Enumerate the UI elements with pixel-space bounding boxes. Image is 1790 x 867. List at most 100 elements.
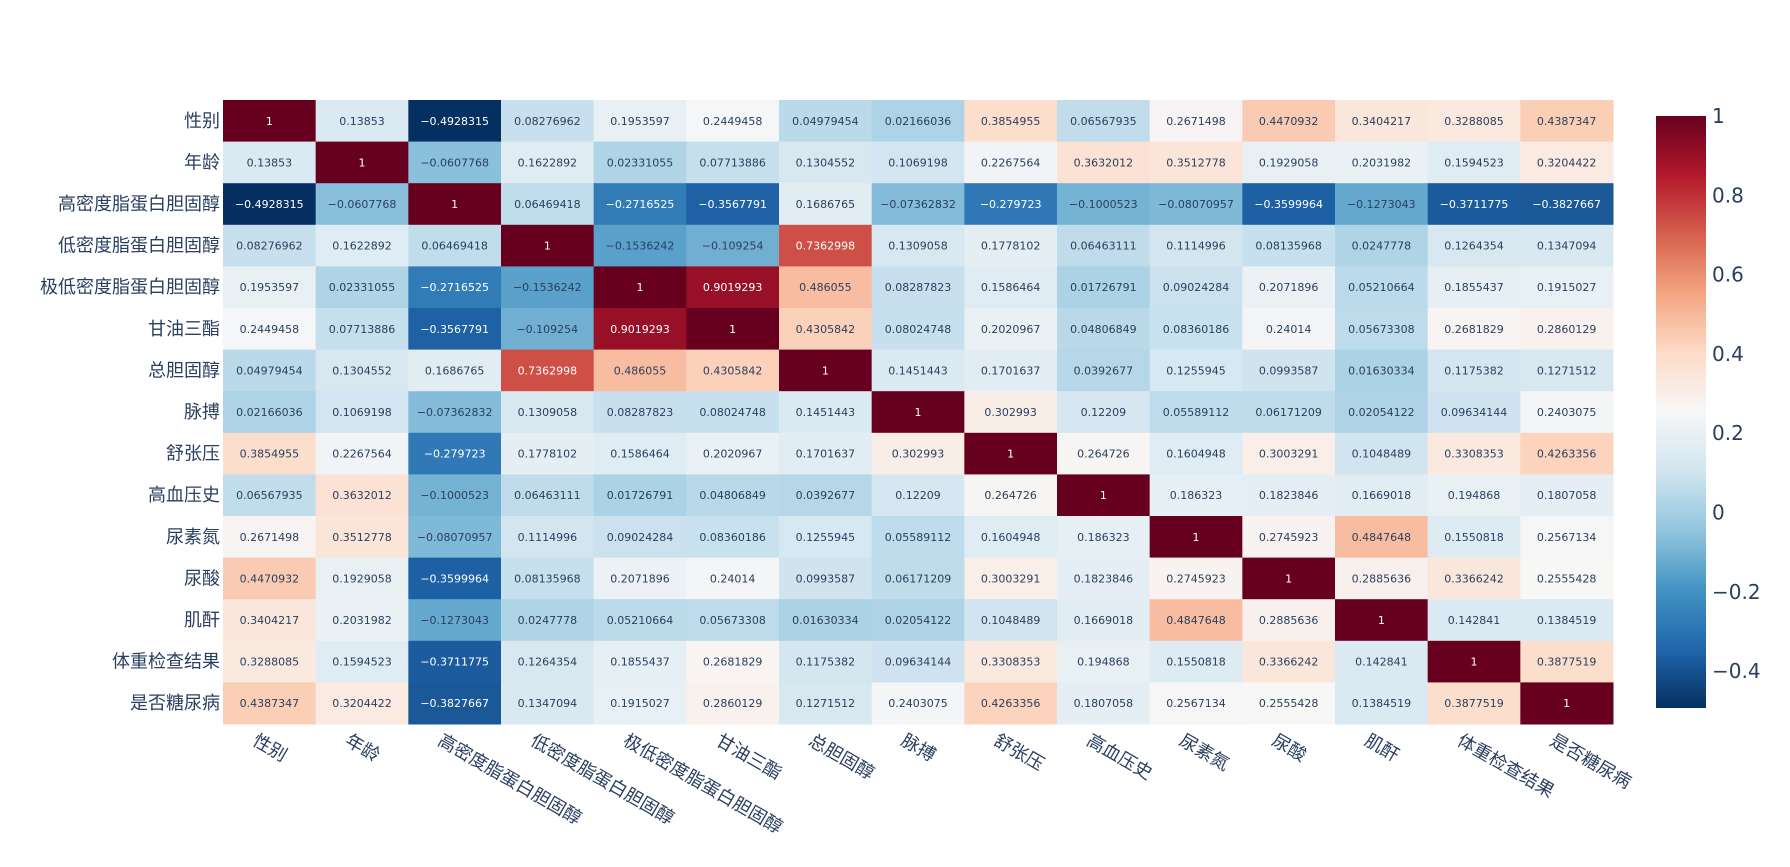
heatmap-cell bbox=[593, 308, 687, 351]
cell-value-label: 0.194868 bbox=[1448, 489, 1501, 502]
colorbar-tick-label: −0.2 bbox=[1712, 580, 1761, 604]
cell-value-label: 0.1807058 bbox=[1537, 489, 1597, 502]
cell-value-label: 0.3404217 bbox=[240, 614, 300, 627]
heatmap-cell bbox=[686, 349, 780, 392]
cell-value-label: 0.1451443 bbox=[796, 406, 856, 419]
cell-value-label: −0.3827667 bbox=[420, 697, 489, 710]
heatmap-cell bbox=[501, 391, 595, 434]
heatmap-cell bbox=[1149, 557, 1243, 600]
cell-value-label: 0.3404217 bbox=[1352, 115, 1412, 128]
colorbar-tick-label: 1 bbox=[1712, 104, 1725, 128]
cell-value-label: 0.4847648 bbox=[1166, 614, 1226, 627]
cell-value-label: 0.2745923 bbox=[1166, 572, 1226, 585]
heatmap-cell bbox=[871, 308, 965, 351]
cell-value-label: 1 bbox=[1285, 572, 1292, 585]
cell-value-label: 0.1604948 bbox=[1166, 448, 1226, 461]
heatmap-cell bbox=[1427, 141, 1521, 184]
cell-value-label: 0.2403075 bbox=[888, 697, 948, 710]
heatmap-cell bbox=[1520, 391, 1614, 434]
cell-value-label: 0.1915027 bbox=[1537, 281, 1597, 294]
cell-value-label: 0.4387347 bbox=[240, 697, 300, 710]
y-tick-label: 低密度脂蛋白胆固醇 bbox=[58, 236, 220, 257]
heatmap-cell bbox=[871, 432, 965, 475]
heatmap-cell bbox=[1242, 391, 1336, 434]
cell-value-label: 1 bbox=[1007, 448, 1014, 461]
heatmap-cell bbox=[871, 349, 965, 392]
heatmap-cell bbox=[593, 516, 687, 559]
y-tick-label: 尿素氮 bbox=[166, 527, 220, 548]
cell-value-label: 0.7362998 bbox=[796, 240, 856, 253]
cell-value-label: 0.08024748 bbox=[885, 323, 951, 336]
heatmap-cell bbox=[779, 432, 873, 475]
cell-value-label: 0.186323 bbox=[1170, 489, 1223, 502]
cell-value-label: 0.0392677 bbox=[1074, 364, 1134, 377]
heatmap-cell bbox=[779, 141, 873, 184]
heatmap-cell bbox=[1057, 432, 1151, 475]
heatmap-cell bbox=[1057, 516, 1151, 559]
cell-value-label: 0.3877519 bbox=[1537, 656, 1597, 669]
x-tick-label: 极低密度脂蛋白胆固醇 bbox=[620, 730, 786, 838]
cell-value-label: 0.05589112 bbox=[885, 531, 951, 544]
y-tick-label: 舒张压 bbox=[166, 444, 220, 465]
heatmap-cell bbox=[223, 308, 317, 351]
cell-value-label: 0.2071896 bbox=[1259, 281, 1319, 294]
cell-value-label: 0.06469418 bbox=[514, 198, 580, 211]
cell-value-label: 0.08135968 bbox=[1255, 240, 1321, 253]
cell-value-label: 0.1855437 bbox=[610, 656, 670, 669]
heatmap-cell bbox=[1335, 474, 1429, 517]
heatmap-cell bbox=[1427, 349, 1521, 392]
colorbar-tick-label: 0 bbox=[1712, 501, 1725, 525]
heatmap-cell bbox=[1242, 557, 1336, 600]
heatmap-cell bbox=[1149, 682, 1243, 725]
heatmap-cell bbox=[1057, 266, 1151, 309]
cell-value-label: 1 bbox=[266, 115, 273, 128]
heatmap-cell bbox=[686, 557, 780, 600]
heatmap-cell bbox=[1149, 391, 1243, 434]
cell-value-label: −0.109254 bbox=[516, 323, 578, 336]
heatmap-cell bbox=[1427, 557, 1521, 600]
cell-value-label: −0.279723 bbox=[980, 198, 1042, 211]
cell-value-label: 0.2031982 bbox=[1352, 156, 1412, 169]
heatmap-cell bbox=[408, 183, 502, 226]
heatmap-cell bbox=[1242, 141, 1336, 184]
heatmap-cell bbox=[1242, 682, 1336, 725]
cell-value-label: 0.1175382 bbox=[1444, 364, 1504, 377]
cell-value-label: 0.04979454 bbox=[792, 115, 858, 128]
heatmap-cell bbox=[315, 224, 409, 267]
cell-value-label: 0.2681829 bbox=[703, 656, 763, 669]
heatmap-cell bbox=[501, 308, 595, 351]
heatmap-cell bbox=[1427, 640, 1521, 683]
heatmap-cell bbox=[871, 557, 965, 600]
heatmap-cell bbox=[1149, 266, 1243, 309]
heatmap-cell bbox=[501, 266, 595, 309]
cell-value-label: 0.1069198 bbox=[332, 406, 392, 419]
x-tick-label: 年龄 bbox=[342, 730, 384, 766]
heatmap-cell bbox=[315, 141, 409, 184]
heatmap-cell bbox=[964, 266, 1058, 309]
cell-value-label: 0.4305842 bbox=[703, 364, 763, 377]
heatmap-cell bbox=[1149, 308, 1243, 351]
colorbar-gradient bbox=[1656, 116, 1706, 708]
cell-value-label: −0.3827667 bbox=[1532, 198, 1601, 211]
heatmap-cell bbox=[223, 141, 317, 184]
cell-value-label: 0.13853 bbox=[247, 156, 293, 169]
cell-value-label: 0.01726791 bbox=[1070, 281, 1136, 294]
cell-value-label: 0.142841 bbox=[1448, 614, 1501, 627]
cell-value-label: 1 bbox=[915, 406, 922, 419]
cell-value-label: 0.04806849 bbox=[699, 489, 765, 502]
cell-value-label: 0.3288085 bbox=[1444, 115, 1504, 128]
cell-value-label: 0.264726 bbox=[1077, 448, 1130, 461]
cell-value-label: −0.2716525 bbox=[420, 281, 489, 294]
cell-value-label: 0.2681829 bbox=[1444, 323, 1504, 336]
heatmap-cell bbox=[1335, 266, 1429, 309]
heatmap-cell bbox=[315, 432, 409, 475]
heatmap-cell bbox=[408, 308, 502, 351]
heatmap-cell bbox=[779, 599, 873, 642]
heatmap-cell bbox=[593, 183, 687, 226]
cell-value-label: −0.109254 bbox=[702, 240, 764, 253]
heatmap-cell bbox=[779, 516, 873, 559]
cell-value-label: −0.4928315 bbox=[420, 115, 489, 128]
cell-value-label: 0.0993587 bbox=[1259, 364, 1319, 377]
heatmap-cell bbox=[1335, 349, 1429, 392]
x-tick-label: 性别 bbox=[249, 730, 291, 766]
